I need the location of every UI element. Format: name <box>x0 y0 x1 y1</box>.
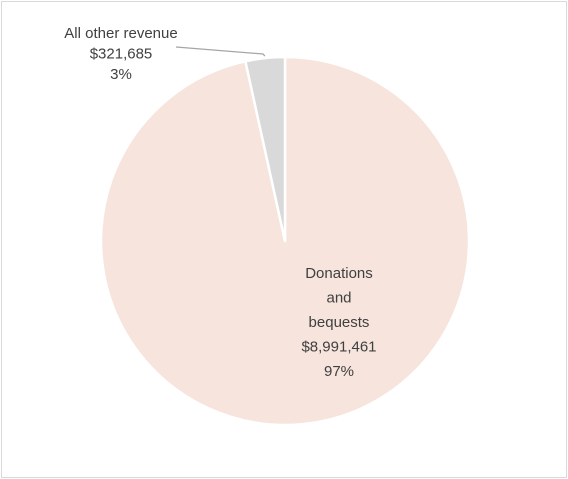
data-label-line: $8,991,461 <box>301 339 376 356</box>
data-label-line: bequests <box>309 314 370 331</box>
data-label-line: $321,685 <box>90 46 153 63</box>
leader-lines <box>175 46 266 57</box>
data-label-all-other-revenue: All other revenue $321,685 3% <box>64 25 177 83</box>
leader-line <box>175 46 266 57</box>
data-label-line: 97% <box>324 363 354 380</box>
data-labels: Donations and bequests $8,991,461 97% All oth… <box>64 25 376 380</box>
data-label-donations-and-bequests: Donations and bequests $8,991,461 97% <box>301 265 376 380</box>
data-label-line: 3% <box>110 66 132 83</box>
pie-slice-all-other-revenue <box>244 55 287 243</box>
data-label-line: Donations <box>305 265 373 282</box>
pie-slices <box>99 55 471 427</box>
data-label-line: All other revenue <box>64 25 177 42</box>
data-label-line: and <box>326 290 351 307</box>
